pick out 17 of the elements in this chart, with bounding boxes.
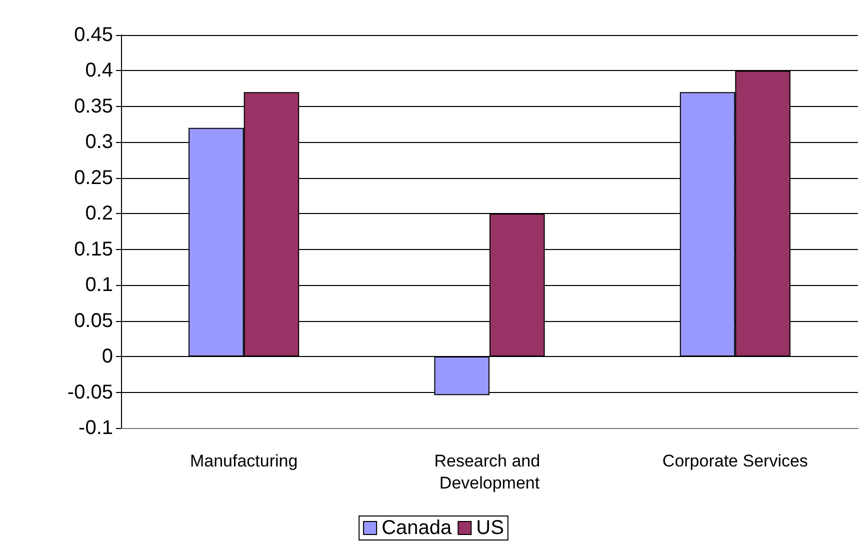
y-tick-label: 0.45 — [74, 24, 113, 46]
y-tick-label: 0.35 — [74, 95, 113, 118]
y-tick-label: 0.3 — [85, 131, 113, 154]
x-tick-label: Manufacturing — [190, 452, 298, 470]
y-tick-label: 0.1 — [85, 274, 113, 296]
x-tick-label: Corporate Services — [662, 452, 808, 470]
y-tick-label: 0.2 — [85, 202, 113, 225]
legend-label: Canada — [382, 517, 453, 539]
y-tick-label: -0.1 — [78, 417, 113, 439]
y-tick-label: 0.05 — [74, 310, 113, 332]
legend-label: US — [476, 517, 504, 539]
y-tick-label: 0.15 — [74, 238, 113, 260]
y-tick-label: 0.25 — [74, 166, 113, 189]
y-tick-label: -0.05 — [67, 381, 113, 404]
y-tick-label: 0 — [102, 346, 113, 368]
x-tick-label: Research and Development — [434, 452, 545, 492]
y-tick-label: 0.4 — [85, 60, 113, 82]
